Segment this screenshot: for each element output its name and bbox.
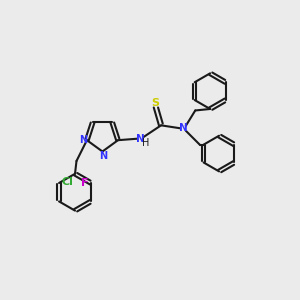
Text: N: N (179, 123, 188, 133)
Text: N: N (79, 135, 87, 145)
Text: S: S (152, 98, 160, 108)
Text: F: F (81, 178, 88, 188)
Text: N: N (136, 134, 145, 144)
Text: Cl: Cl (61, 176, 73, 187)
Text: H: H (142, 138, 149, 148)
Text: N: N (99, 151, 107, 161)
